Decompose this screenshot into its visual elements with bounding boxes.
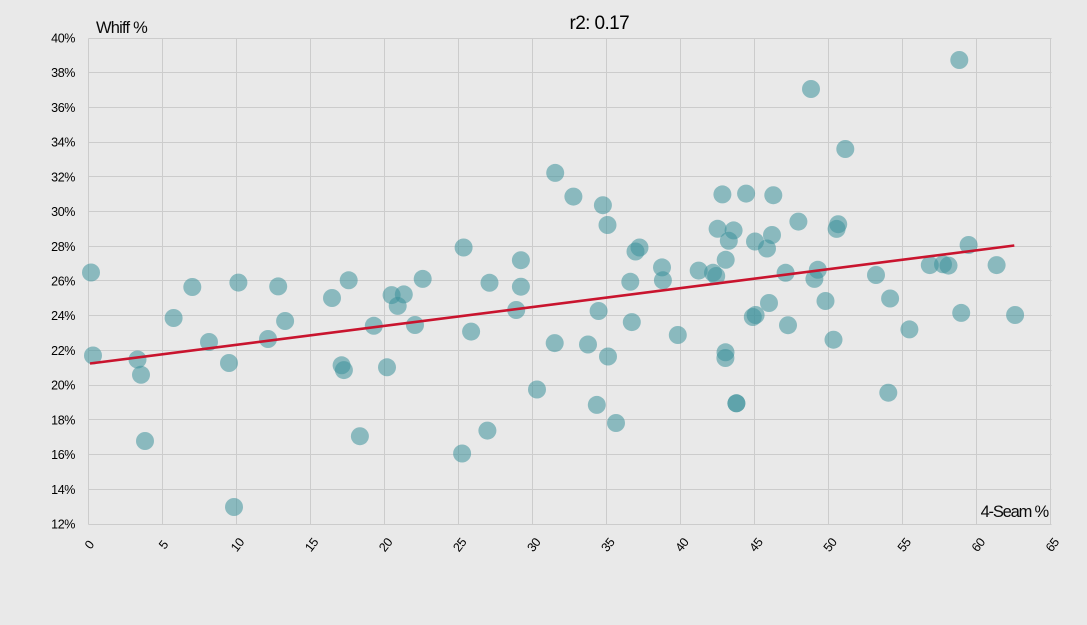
svg-text:24%: 24% <box>51 309 75 323</box>
svg-text:12%: 12% <box>51 518 75 532</box>
svg-text:18%: 18% <box>51 413 75 427</box>
svg-text:28%: 28% <box>51 240 75 254</box>
svg-text:40%: 40% <box>51 32 75 46</box>
svg-text:36%: 36% <box>51 101 75 115</box>
svg-text:34%: 34% <box>51 136 75 150</box>
svg-text:20%: 20% <box>51 379 75 393</box>
svg-text:30%: 30% <box>51 205 75 219</box>
svg-text:14%: 14% <box>51 483 75 497</box>
svg-text:16%: 16% <box>51 448 75 462</box>
svg-text:32%: 32% <box>51 170 75 184</box>
svg-text:26%: 26% <box>51 275 75 289</box>
svg-text:22%: 22% <box>51 344 75 358</box>
svg-text:Whiff %: Whiff % <box>96 19 148 37</box>
svg-text:4-Seam %: 4-Seam % <box>981 503 1050 521</box>
svg-text:r2: 0.17: r2: 0.17 <box>569 13 629 34</box>
svg-text:38%: 38% <box>51 66 75 80</box>
